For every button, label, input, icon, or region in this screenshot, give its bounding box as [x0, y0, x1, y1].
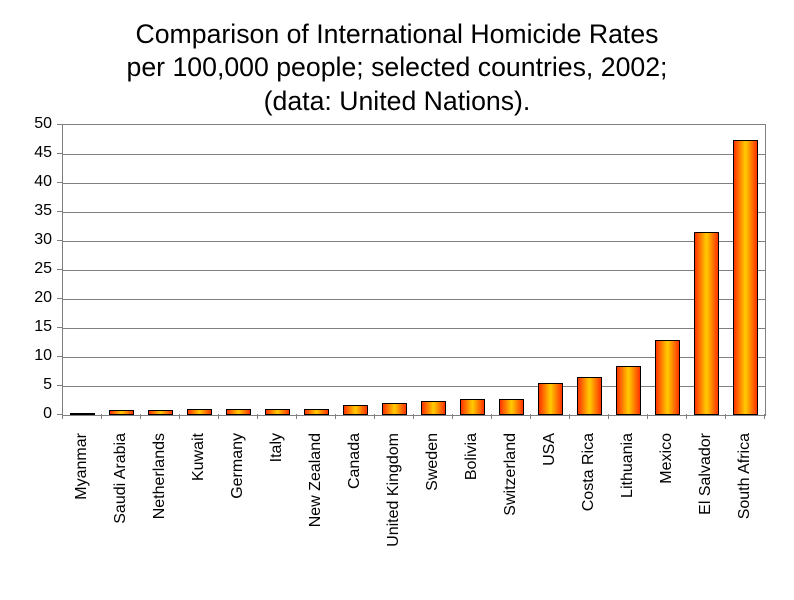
x-tick	[530, 414, 531, 419]
y-axis-label: 15	[0, 318, 52, 336]
grid-line	[63, 241, 765, 242]
x-axis-label: New Zealand	[307, 433, 325, 600]
y-axis-label: 25	[0, 260, 52, 278]
x-tick	[296, 414, 297, 419]
y-tick	[57, 269, 62, 270]
grid-line	[63, 270, 765, 271]
x-axis-label: El Salvador	[697, 433, 715, 600]
y-tick	[57, 356, 62, 357]
x-tick	[257, 414, 258, 419]
bar	[187, 409, 211, 415]
y-tick	[57, 211, 62, 212]
x-axis-label: Lithuania	[619, 433, 637, 600]
y-tick	[57, 153, 62, 154]
bar	[733, 140, 757, 416]
grid-line	[63, 154, 765, 155]
x-axis-label: Switzerland	[502, 433, 520, 600]
x-axis-label: Sweden	[424, 433, 442, 600]
x-axis-label: Costa Rica	[580, 433, 598, 600]
x-axis-label: Kuwait	[190, 433, 208, 600]
y-axis-label: 50	[0, 115, 52, 133]
x-axis-label: Canada	[346, 433, 364, 600]
x-tick	[491, 414, 492, 419]
x-tick	[179, 414, 180, 419]
grid-line	[63, 212, 765, 213]
grid-line	[63, 299, 765, 300]
x-axis-label: Myanmar	[73, 433, 91, 600]
chart-title: Comparison of International Homicide Rat…	[0, 18, 794, 118]
chart-container: Comparison of International Homicide Rat…	[0, 0, 794, 600]
x-axis-label: Mexico	[658, 433, 676, 600]
bar	[577, 377, 601, 415]
grid-line	[63, 328, 765, 329]
x-tick	[725, 414, 726, 419]
bar	[694, 232, 718, 415]
y-tick	[57, 327, 62, 328]
y-axis-label: 20	[0, 289, 52, 307]
x-axis-label: Italy	[268, 433, 286, 600]
x-tick	[686, 414, 687, 419]
plot-area	[62, 124, 766, 416]
bar	[499, 399, 523, 415]
bar	[148, 410, 172, 415]
x-axis-label: Bolivia	[463, 433, 481, 600]
bar	[304, 409, 328, 415]
y-axis-label: 5	[0, 376, 52, 394]
bar	[421, 401, 445, 415]
x-tick	[62, 414, 63, 419]
x-tick	[140, 414, 141, 419]
x-tick	[335, 414, 336, 419]
bar	[655, 340, 679, 415]
y-axis-label: 40	[0, 173, 52, 191]
y-tick	[57, 385, 62, 386]
bar	[343, 405, 367, 415]
y-tick	[57, 124, 62, 125]
x-axis-label: United Kingdom	[385, 433, 403, 600]
x-tick	[413, 414, 414, 419]
grid-line	[63, 183, 765, 184]
y-axis-label: 30	[0, 231, 52, 249]
x-tick	[101, 414, 102, 419]
y-tick	[57, 182, 62, 183]
bar	[382, 403, 406, 415]
bar	[265, 409, 289, 415]
x-tick	[452, 414, 453, 419]
y-tick	[57, 240, 62, 241]
x-tick	[608, 414, 609, 419]
y-tick	[57, 298, 62, 299]
x-tick	[569, 414, 570, 419]
x-tick	[218, 414, 219, 419]
bar	[226, 409, 250, 415]
bar	[70, 413, 94, 415]
bar	[460, 399, 484, 415]
bar	[616, 366, 640, 415]
y-axis-label: 35	[0, 202, 52, 220]
bar	[538, 383, 562, 415]
x-axis-label: South Africa	[736, 433, 754, 600]
x-axis-label: USA	[541, 433, 559, 600]
x-tick	[374, 414, 375, 419]
x-tick	[764, 414, 765, 419]
bar	[109, 410, 133, 415]
y-axis-label: 45	[0, 144, 52, 162]
y-axis-label: 0	[0, 405, 52, 423]
x-axis-label: Saudi Arabia	[112, 433, 130, 600]
x-axis-label: Netherlands	[151, 433, 169, 600]
x-axis-label: Germany	[229, 433, 247, 600]
x-tick	[647, 414, 648, 419]
y-axis-label: 10	[0, 347, 52, 365]
